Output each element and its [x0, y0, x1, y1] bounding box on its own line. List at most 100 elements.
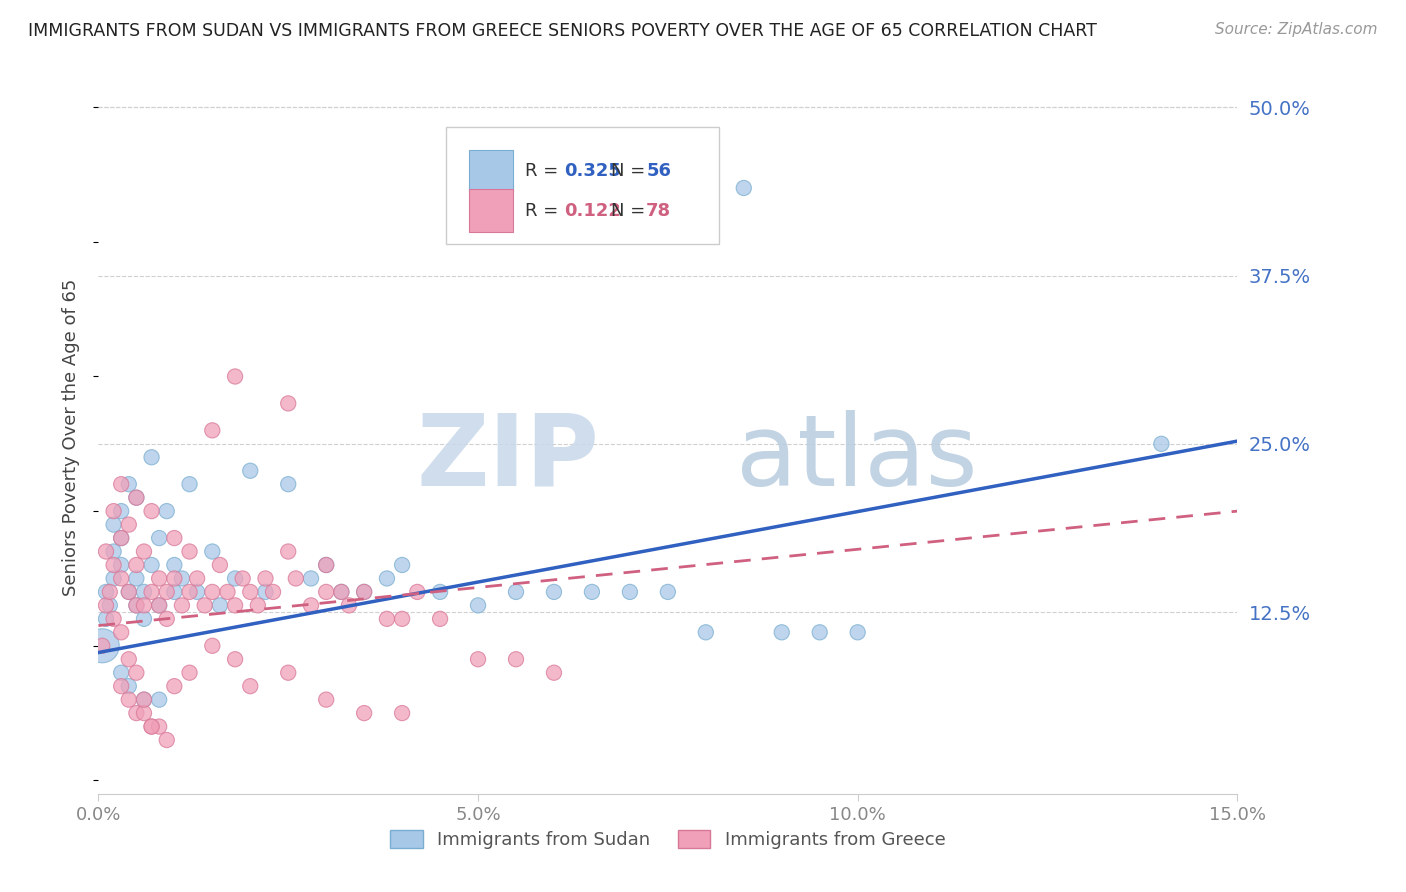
- Text: Source: ZipAtlas.com: Source: ZipAtlas.com: [1215, 22, 1378, 37]
- Point: [239, 679, 262, 693]
- Point: [353, 706, 375, 720]
- Point: [148, 571, 170, 585]
- Point: [125, 491, 148, 505]
- Text: 0.122: 0.122: [564, 202, 621, 219]
- Point: [103, 517, 125, 532]
- Point: [201, 423, 224, 437]
- Text: 56: 56: [647, 162, 671, 180]
- Text: IMMIGRANTS FROM SUDAN VS IMMIGRANTS FROM GREECE SENIORS POVERTY OVER THE AGE OF : IMMIGRANTS FROM SUDAN VS IMMIGRANTS FROM…: [28, 22, 1097, 40]
- Point: [94, 612, 117, 626]
- Point: [103, 558, 125, 572]
- Point: [315, 585, 337, 599]
- Point: [505, 585, 527, 599]
- Point: [179, 477, 201, 491]
- Point: [543, 585, 565, 599]
- Point: [657, 585, 679, 599]
- FancyBboxPatch shape: [446, 127, 718, 244]
- Point: [770, 625, 793, 640]
- Point: [315, 558, 337, 572]
- Point: [330, 585, 353, 599]
- Point: [163, 679, 186, 693]
- Point: [110, 625, 132, 640]
- Point: [118, 585, 141, 599]
- Point: [148, 599, 170, 613]
- Point: [156, 585, 179, 599]
- Point: [94, 585, 117, 599]
- Point: [132, 585, 155, 599]
- Point: [467, 652, 489, 666]
- Point: [98, 585, 121, 599]
- Point: [353, 585, 375, 599]
- Point: [224, 571, 246, 585]
- Point: [246, 599, 269, 613]
- Point: [208, 558, 231, 572]
- Point: [239, 585, 262, 599]
- Point: [406, 585, 429, 599]
- FancyBboxPatch shape: [468, 150, 513, 193]
- Point: [118, 692, 141, 706]
- Point: [695, 625, 717, 640]
- Point: [132, 706, 155, 720]
- Point: [125, 599, 148, 613]
- Point: [201, 544, 224, 558]
- Point: [224, 369, 246, 384]
- Point: [132, 692, 155, 706]
- Point: [148, 720, 170, 734]
- Point: [110, 531, 132, 545]
- Text: atlas: atlas: [737, 410, 977, 507]
- Point: [163, 531, 186, 545]
- Point: [110, 665, 132, 680]
- Point: [224, 652, 246, 666]
- Point: [148, 531, 170, 545]
- Point: [118, 679, 141, 693]
- Point: [132, 612, 155, 626]
- Point: [619, 585, 641, 599]
- Point: [391, 558, 413, 572]
- Text: N =: N =: [612, 202, 651, 219]
- Point: [103, 544, 125, 558]
- Text: ZIP: ZIP: [416, 410, 599, 507]
- Point: [110, 477, 132, 491]
- Point: [118, 517, 141, 532]
- Point: [132, 544, 155, 558]
- Point: [94, 544, 117, 558]
- Point: [141, 558, 163, 572]
- Point: [186, 585, 208, 599]
- Point: [262, 585, 284, 599]
- Point: [581, 585, 603, 599]
- Point: [299, 571, 322, 585]
- Point: [391, 706, 413, 720]
- Point: [239, 464, 262, 478]
- Point: [299, 599, 322, 613]
- Point: [543, 665, 565, 680]
- FancyBboxPatch shape: [468, 189, 513, 232]
- Legend: Immigrants from Sudan, Immigrants from Greece: Immigrants from Sudan, Immigrants from G…: [384, 822, 952, 856]
- Point: [808, 625, 831, 640]
- Point: [103, 571, 125, 585]
- Point: [132, 599, 155, 613]
- Point: [846, 625, 869, 640]
- Text: R =: R =: [526, 202, 564, 219]
- Point: [110, 558, 132, 572]
- Point: [232, 571, 254, 585]
- Text: N =: N =: [612, 162, 651, 180]
- Point: [277, 665, 299, 680]
- Point: [254, 585, 277, 599]
- Point: [98, 599, 121, 613]
- Point: [125, 491, 148, 505]
- Point: [217, 585, 239, 599]
- Point: [163, 571, 186, 585]
- Point: [429, 612, 451, 626]
- Text: 0.325: 0.325: [564, 162, 621, 180]
- Point: [337, 599, 360, 613]
- Point: [277, 477, 299, 491]
- Point: [186, 571, 208, 585]
- Point: [733, 181, 755, 195]
- Point: [170, 571, 193, 585]
- Point: [125, 665, 148, 680]
- Point: [179, 665, 201, 680]
- Point: [156, 504, 179, 518]
- Point: [315, 558, 337, 572]
- Point: [103, 504, 125, 518]
- Point: [110, 571, 132, 585]
